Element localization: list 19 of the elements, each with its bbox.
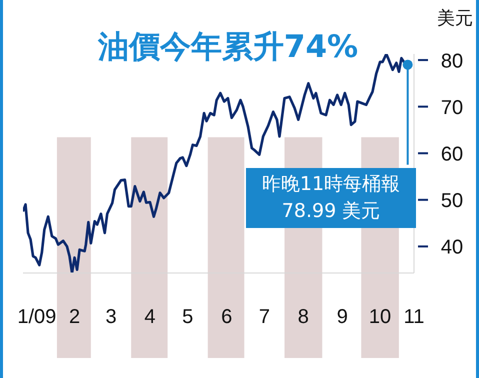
x-tick-label: 7 <box>258 306 270 328</box>
x-tick-label: 4 <box>144 306 156 328</box>
x-tick-label: 9 <box>336 306 348 328</box>
x-tick-label: 8 <box>298 306 309 328</box>
y-axis-title: 美元 <box>436 7 474 30</box>
x-tick-label: 6 <box>221 306 232 328</box>
y-tick-label: 80 <box>440 50 464 72</box>
x-tick-label: 11 <box>404 306 424 328</box>
x-tick-label: 2 <box>68 306 80 328</box>
x-tick-label: 10 <box>368 306 392 328</box>
y-tick-label: 70 <box>440 96 464 119</box>
chart-title: 油價今年累升74% <box>96 28 360 67</box>
x-tick-label: 5 <box>182 306 194 328</box>
y-tick-label: 60 <box>440 143 464 166</box>
x-tick-label: 1/09 <box>17 306 56 328</box>
y-tick-label: 50 <box>440 190 464 212</box>
x-tick-label: 3 <box>105 306 117 328</box>
y-tick-label: 40 <box>440 236 464 259</box>
annotation: 昨晚11時每桶報 78.99 美元 <box>246 168 416 228</box>
